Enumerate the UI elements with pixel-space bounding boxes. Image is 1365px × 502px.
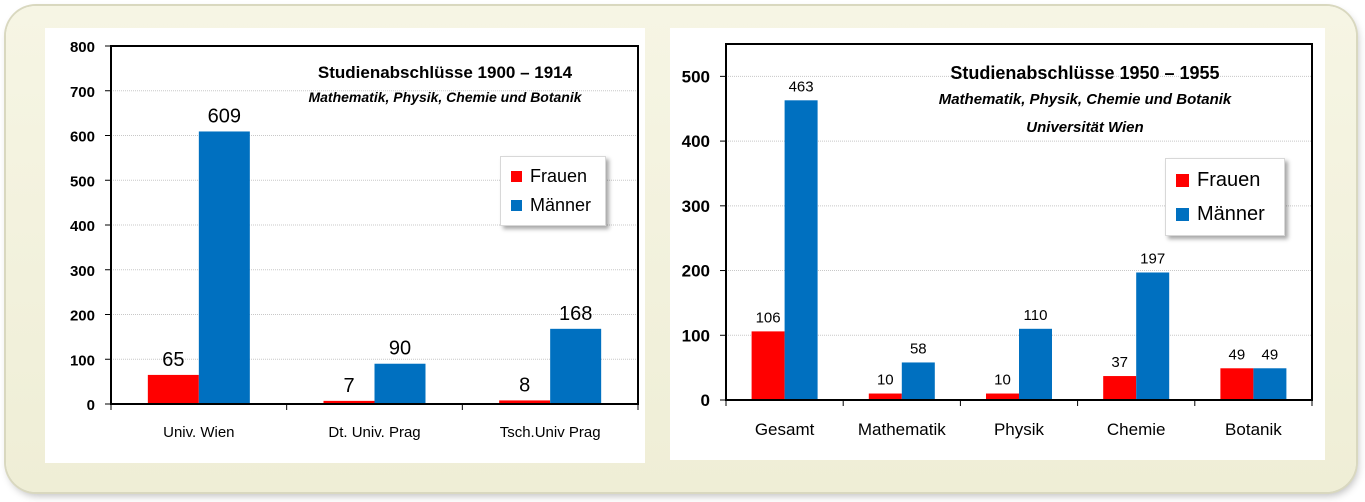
data-label: 10 [877,372,894,389]
y-tick-label: 300 [70,263,95,280]
chart-title: Studienabschlüsse 1900 – 1914 [317,63,573,82]
legend-swatch [511,171,522,182]
legend-swatch [511,200,522,211]
data-label: 10 [994,372,1011,389]
chart-subtitle-2: Universität Wien [1026,119,1144,136]
legend-item-frauen: Frauen [511,166,587,187]
legend-label: Männer [530,195,592,215]
y-tick-label: 200 [682,262,710,281]
bar-frauen [751,331,785,400]
data-label: 90 [389,338,411,360]
x-tick-label: Botanik [1225,420,1282,439]
y-tick-label: 500 [70,173,95,190]
y-tick-label: 0 [701,391,710,410]
bar-frauen [1220,368,1254,400]
x-tick-label: Chemie [1107,420,1166,439]
bar-männer [550,328,602,404]
y-tick-label: 700 [70,84,95,101]
y-tick-label: 800 [70,39,95,56]
data-label: 7 [343,375,354,397]
bar-männer [1019,328,1052,400]
bar-männer [374,363,426,404]
bar-frauen [1103,376,1137,400]
legend-item-maenner: Männer [1176,203,1265,226]
y-tick-label: 300 [682,197,710,216]
bar-männer [1253,368,1287,400]
x-tick-label: Gesamt [755,420,815,439]
chart-panel-1900-1914: 0 100 200 300 400 500 600 700 800 65 609 Univ. Wien… [45,28,645,463]
bar-frauen [323,400,375,404]
chart-panel-1950-1955: 0 100 200 300 400 500 106 463 Gesamt 10 58 Mathemat… [670,28,1325,460]
legend-label: Frauen [530,166,588,186]
y-tick-label: 100 [70,352,95,369]
x-tick-label: Physik [994,420,1045,439]
y-tick-label: 400 [682,132,710,151]
legend-item-maenner: Männer [511,195,591,216]
data-label: 106 [756,309,781,326]
data-label: 168 [559,303,592,325]
data-label: 8 [519,374,530,396]
legend-item-frauen: Frauen [1176,169,1260,192]
bar-chart-1950-1955: 0 100 200 300 400 500 106 463 Gesamt 10 58 Mathemat… [682,43,1313,439]
x-tick-label: Univ. Wien [163,424,234,441]
legend-swatch [1176,208,1189,221]
legend: Frauen Männer [1165,158,1285,236]
legend: Frauen Männer [500,156,606,226]
data-label: 37 [1111,354,1128,371]
bar-frauen [868,393,902,400]
bar-männer [901,362,935,400]
bar-männer [1136,272,1170,400]
bar-chart-1900-1914: 0 100 200 300 400 500 600 700 800 65 609 Univ. Wien… [70,39,639,441]
y-tick-label: 400 [70,218,95,235]
chart-subtitle: Mathematik, Physik, Chemie und Botanik [308,89,582,105]
bar-männer [784,100,818,400]
data-label: 65 [162,349,184,371]
legend-swatch [1176,174,1189,187]
y-tick-label: 500 [682,67,710,86]
bar-frauen [499,400,551,404]
y-tick-label: 100 [682,326,710,345]
data-label: 463 [789,78,814,95]
x-tick-label: Tsch.Univ Prag [500,424,601,441]
data-label: 58 [910,340,927,357]
chart-title: Studienabschlüsse 1950 – 1955 [950,63,1220,83]
x-tick-label: Dt. Univ. Prag [328,424,420,441]
legend-label: Männer [1197,203,1265,225]
y-tick-label: 0 [87,397,95,414]
chart-subtitle: Mathematik, Physik, Chemie und Botanik [938,91,1232,108]
bar-frauen [147,374,199,404]
legend-label: Frauen [1197,169,1261,191]
x-tick-label: Mathematik [858,420,946,439]
plot-area-border [110,45,639,405]
bar-männer [198,131,250,404]
bar-frauen [986,393,1019,400]
y-tick-label: 200 [70,308,95,325]
y-tick-label: 600 [70,129,95,146]
plot-area-border [725,43,1313,401]
data-label: 110 [1024,307,1048,324]
data-label: 49 [1262,346,1279,363]
data-label: 197 [1140,250,1165,267]
data-label: 609 [208,105,241,127]
data-label: 49 [1229,346,1246,363]
